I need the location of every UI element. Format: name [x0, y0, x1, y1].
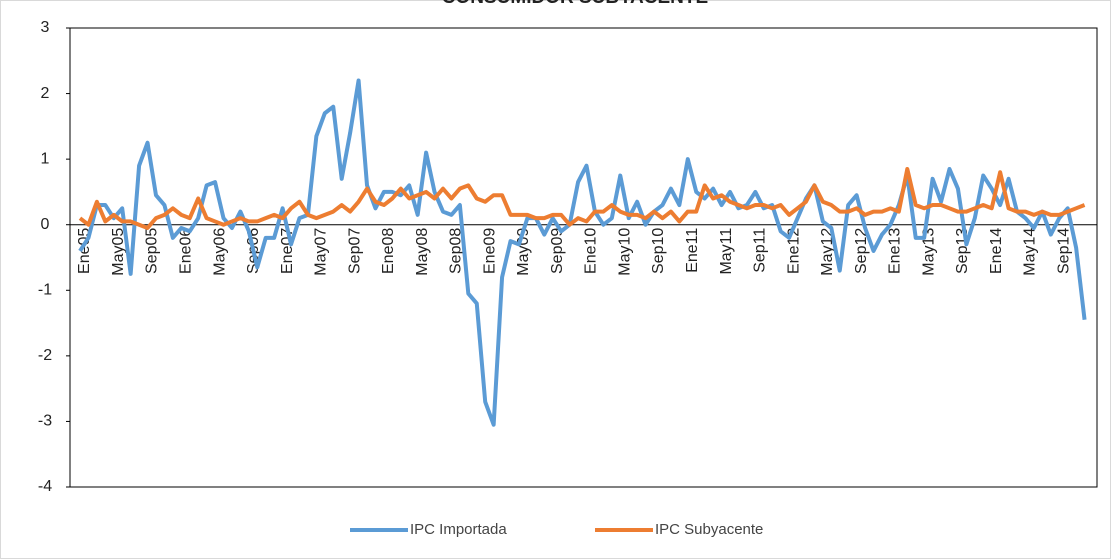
y-tick-label: -4: [38, 478, 52, 495]
data-line: [78, 166, 1086, 230]
x-tick-label: May10: [616, 228, 633, 276]
legend-text: IPC Subyacente: [655, 521, 763, 538]
x-tick-label: Sep10: [650, 228, 667, 274]
x-tick-label: Sep09: [549, 228, 566, 274]
x-tick-label: Sep11: [752, 228, 769, 273]
y-tick-label: 1: [41, 150, 50, 167]
x-tick-label: Sep14: [1055, 228, 1072, 274]
x-tick-label: May05: [110, 228, 127, 276]
plot-frame: [69, 27, 1098, 488]
x-tick-label: Ene06: [178, 228, 195, 274]
x-tick-label: May06: [211, 228, 228, 276]
x-tick-label: Ene09: [481, 228, 498, 274]
x-tick-label: Sep05: [144, 228, 161, 274]
y-tick-label: -3: [38, 413, 52, 430]
x-tick-label: Ene11: [684, 228, 701, 273]
x-tick-label: May08: [414, 228, 431, 276]
y-tick-label: -1: [38, 282, 52, 299]
y-tick-label: 2: [41, 85, 50, 102]
chart-title: CONSUMIDOR SUBYACENTE: [442, 0, 708, 8]
y-tick-label: 3: [41, 19, 50, 36]
x-tick-label: Sep08: [448, 228, 465, 274]
x-tick-label: Ene10: [583, 228, 600, 274]
data-line: [78, 78, 1087, 427]
x-tick-label: Ene08: [380, 228, 397, 274]
x-tick-label: May11: [718, 228, 735, 275]
x-tick-label: May14: [1022, 228, 1039, 276]
x-tick-label: Sep07: [346, 228, 363, 274]
y-tick-label: -2: [38, 347, 52, 364]
x-tick-label: May07: [313, 228, 330, 276]
legend-text: IPC Importada: [410, 521, 507, 538]
y-tick-label: 0: [41, 216, 50, 233]
x-tick-label: Sep12: [853, 228, 870, 274]
x-tick-label: Ene14: [988, 228, 1005, 274]
x-tick-label: Ene13: [887, 228, 904, 274]
